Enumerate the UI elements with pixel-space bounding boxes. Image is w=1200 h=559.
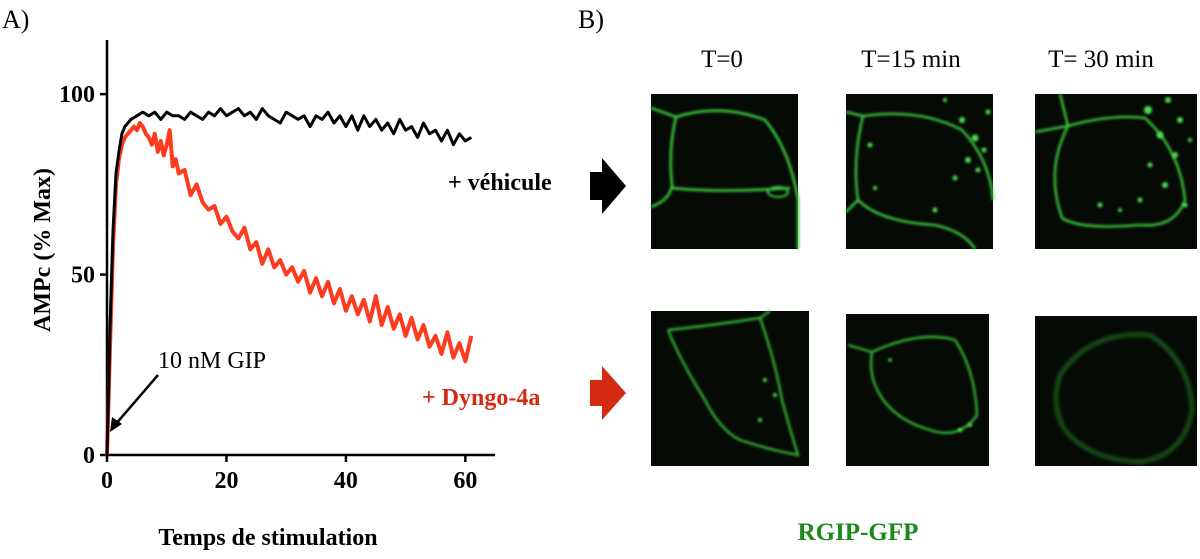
x-tick-label: 0 xyxy=(101,468,113,494)
series-layer xyxy=(105,107,474,456)
micrograph-vehicule-t15 xyxy=(845,94,995,250)
y-tick-label: 50 xyxy=(71,263,95,289)
x-tick-label: 20 xyxy=(214,468,238,494)
y-axis-title: AMPc (% Max) xyxy=(30,168,56,332)
panel-a-label: A) xyxy=(2,5,29,34)
x-tick-label: 60 xyxy=(453,468,477,494)
micrograph-dyngo-t30 xyxy=(1035,316,1197,466)
x-ticks: 0 20 40 60 xyxy=(101,455,477,494)
panel-b-label: B) xyxy=(578,5,604,34)
black-arrow xyxy=(590,158,626,214)
annotation-label: 10 nM GIP xyxy=(158,348,266,374)
y-tick-label: 100 xyxy=(59,82,95,108)
red-arrow xyxy=(590,366,626,420)
column-title-t15: T=15 min xyxy=(861,46,961,73)
y-tick-label: 0 xyxy=(83,443,95,469)
annotation-arrow xyxy=(114,374,159,426)
image-caption: RGIP-GFP xyxy=(798,519,919,546)
micrograph-dyngo-t0 xyxy=(651,310,809,466)
micrograph-dyngo-t15 xyxy=(846,314,989,466)
x-tick-label: 40 xyxy=(334,468,358,494)
y-ticks: 0 50 100 xyxy=(59,82,107,469)
annotation-arrowhead xyxy=(110,417,122,432)
x-axis-title: Temps de stimulation xyxy=(158,525,377,551)
series-line-dyngo xyxy=(105,121,474,456)
line-chart: 0 50 100 0 20 40 60 AMPc (% Max) Temps de sti… xyxy=(30,40,495,551)
micrograph-vehicule-t30 xyxy=(1034,93,1197,249)
column-title-t0: T=0 xyxy=(701,46,743,73)
series-line-vehicule xyxy=(105,107,473,456)
series-label-dyngo: + Dyngo-4a xyxy=(422,385,540,411)
series-label-vehicule: + véhicule xyxy=(448,170,552,196)
column-title-t30: T= 30 min xyxy=(1048,46,1154,73)
micrograph-vehicule-t0 xyxy=(650,94,800,249)
